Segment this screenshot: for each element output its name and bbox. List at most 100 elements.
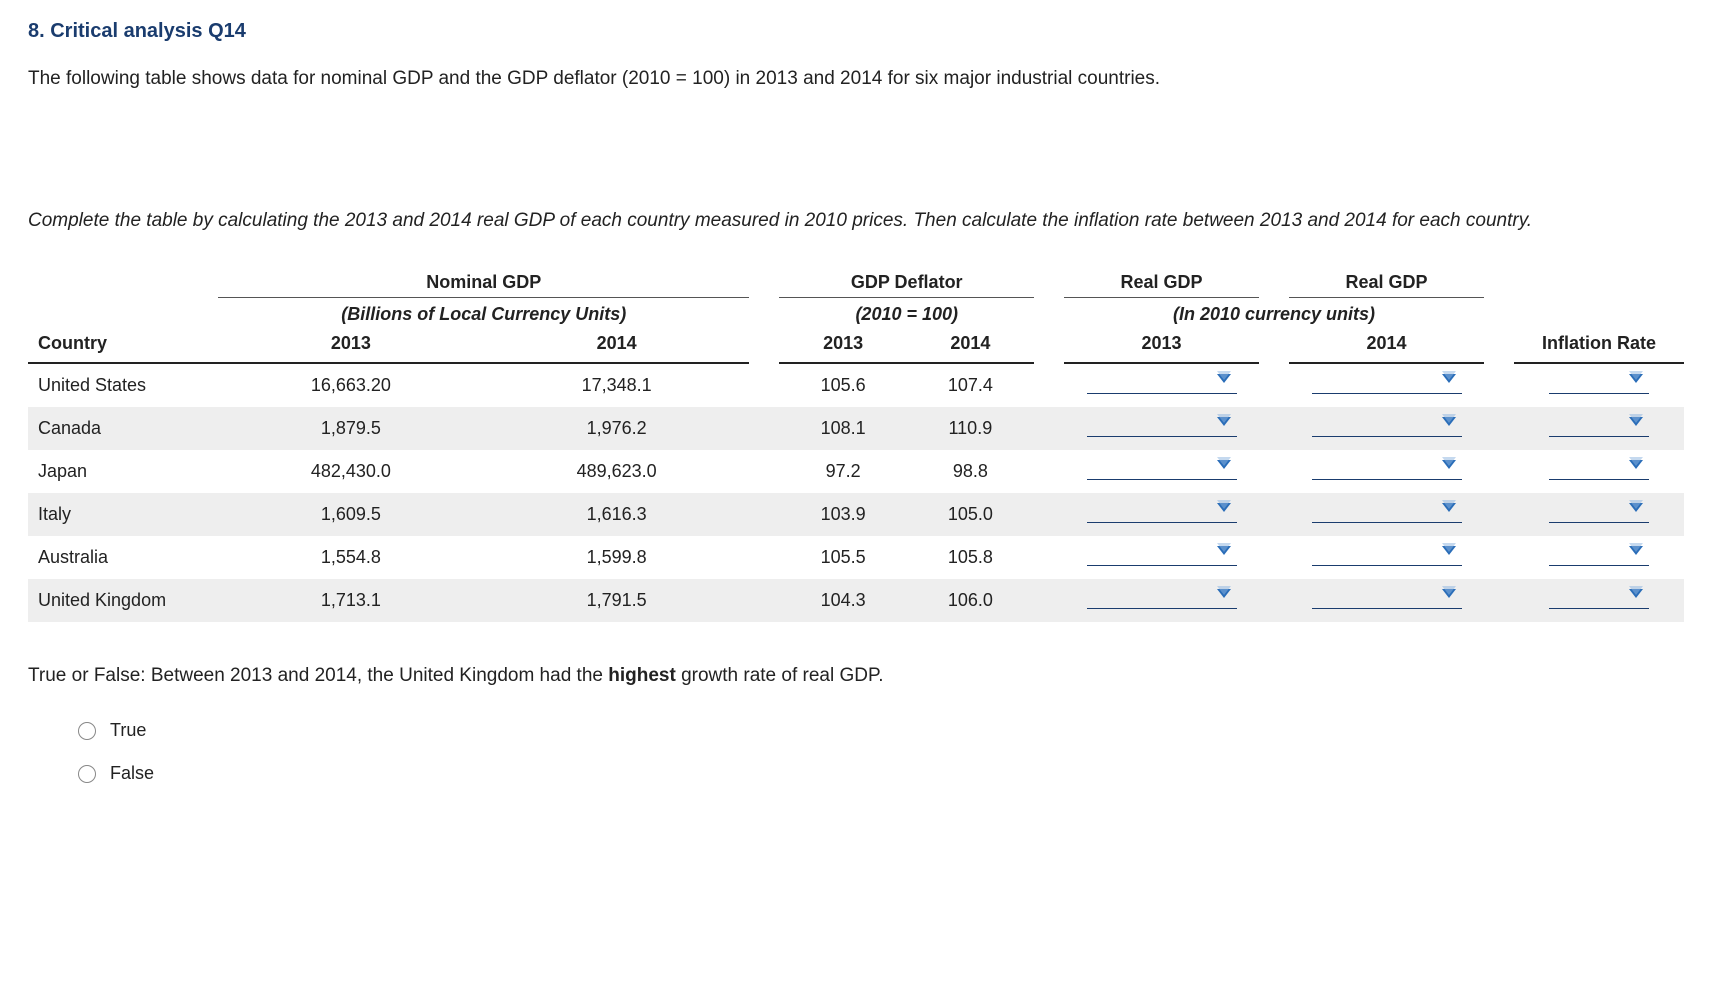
header-nom-2014: 2014 (484, 327, 750, 363)
chevron-down-icon (1442, 546, 1456, 555)
dropdown-inflation-cell (1514, 579, 1684, 622)
dropdown-real-2013[interactable] (1087, 501, 1237, 523)
dropdown-real-2014[interactable] (1312, 372, 1462, 394)
dropdown-real-2013[interactable] (1087, 415, 1237, 437)
cell-def-2013: 103.9 (779, 493, 906, 536)
header-inflation: Inflation Rate (1514, 327, 1684, 363)
radio-option-true[interactable]: True (78, 720, 1684, 741)
chevron-down-icon (1629, 374, 1643, 383)
header-nominal-gdp: Nominal GDP (218, 266, 749, 298)
cell-nom-2014: 1,599.8 (484, 536, 750, 579)
dropdown-real-2013-cell (1064, 450, 1259, 493)
dropdown-real-2013-cell (1064, 536, 1259, 579)
cell-nom-2013: 482,430.0 (218, 450, 484, 493)
cell-nom-2013: 1,609.5 (218, 493, 484, 536)
cell-def-2014: 105.8 (907, 536, 1034, 579)
header-real-2013: 2013 (1064, 327, 1259, 363)
chevron-down-icon (1629, 417, 1643, 426)
cell-country: Canada (28, 407, 218, 450)
dropdown-inflation[interactable] (1549, 544, 1649, 566)
table-row: United Kingdom1,713.11,791.5104.3106.0 (28, 579, 1684, 622)
cell-country: Australia (28, 536, 218, 579)
intro-paragraph: The following table shows data for nomin… (28, 65, 1684, 94)
gdp-table: Nominal GDP GDP Deflator Real GDP Real G… (28, 266, 1684, 622)
dropdown-real-2014[interactable] (1312, 587, 1462, 609)
chevron-down-icon (1217, 417, 1231, 426)
cell-def-2014: 105.0 (907, 493, 1034, 536)
radio-option-false[interactable]: False (78, 763, 1684, 784)
dropdown-real-2013-cell (1064, 407, 1259, 450)
dropdown-inflation[interactable] (1549, 372, 1649, 394)
dropdown-inflation[interactable] (1549, 415, 1649, 437)
dropdown-inflation-cell (1514, 407, 1684, 450)
dropdown-inflation-cell (1514, 493, 1684, 536)
header-def-2013: 2013 (779, 327, 906, 363)
cell-nom-2014: 489,623.0 (484, 450, 750, 493)
dropdown-real-2014-cell (1289, 493, 1484, 536)
table-row: Australia1,554.81,599.8105.5105.8 (28, 536, 1684, 579)
radio-circle-icon (78, 722, 96, 740)
dropdown-real-2013[interactable] (1087, 587, 1237, 609)
header-gdp-deflator: GDP Deflator (779, 266, 1034, 298)
chevron-down-icon (1217, 374, 1231, 383)
dropdown-real-2013-cell (1064, 579, 1259, 622)
chevron-down-icon (1217, 546, 1231, 555)
cell-def-2014: 98.8 (907, 450, 1034, 493)
dropdown-real-2013-cell (1064, 493, 1259, 536)
table-row: United States16,663.2017,348.1 105.6107.4 (28, 363, 1684, 407)
dropdown-real-2014[interactable] (1312, 458, 1462, 480)
header-nom-2013: 2013 (218, 327, 484, 363)
header-real-gdp-2: Real GDP (1289, 266, 1484, 298)
cell-nom-2014: 17,348.1 (484, 363, 750, 407)
chevron-down-icon (1629, 503, 1643, 512)
true-false-statement: True or False: Between 2013 and 2014, th… (28, 662, 1684, 691)
dropdown-real-2014[interactable] (1312, 544, 1462, 566)
cell-def-2013: 105.6 (779, 363, 906, 407)
dropdown-real-2013-cell (1064, 363, 1259, 407)
subheader-deflator: (2010 = 100) (779, 297, 1034, 327)
dropdown-real-2014-cell (1289, 536, 1484, 579)
cell-def-2013: 97.2 (779, 450, 906, 493)
table-row: Canada1,879.51,976.2108.1110.9 (28, 407, 1684, 450)
dropdown-real-2014-cell (1289, 450, 1484, 493)
chevron-down-icon (1442, 589, 1456, 598)
cell-def-2014: 106.0 (907, 579, 1034, 622)
chevron-down-icon (1442, 417, 1456, 426)
cell-def-2014: 110.9 (907, 407, 1034, 450)
cell-nom-2013: 1,713.1 (218, 579, 484, 622)
cell-def-2013: 108.1 (779, 407, 906, 450)
cell-nom-2014: 1,791.5 (484, 579, 750, 622)
dropdown-inflation[interactable] (1549, 458, 1649, 480)
dropdown-real-2014[interactable] (1312, 415, 1462, 437)
chevron-down-icon (1217, 503, 1231, 512)
dropdown-real-2013[interactable] (1087, 458, 1237, 480)
cell-country: Italy (28, 493, 218, 536)
dropdown-inflation[interactable] (1549, 501, 1649, 523)
header-country: Country (28, 327, 218, 363)
cell-nom-2013: 16,663.20 (218, 363, 484, 407)
header-def-2014: 2014 (907, 327, 1034, 363)
dropdown-real-2014-cell (1289, 579, 1484, 622)
chevron-down-icon (1629, 460, 1643, 469)
dropdown-real-2013[interactable] (1087, 372, 1237, 394)
chevron-down-icon (1217, 589, 1231, 598)
subheader-nominal: (Billions of Local Currency Units) (218, 297, 749, 327)
radio-label: True (110, 720, 146, 741)
header-real-gdp-1: Real GDP (1064, 266, 1259, 298)
cell-def-2014: 107.4 (907, 363, 1034, 407)
cell-country: United States (28, 363, 218, 407)
dropdown-real-2013[interactable] (1087, 544, 1237, 566)
dropdown-inflation[interactable] (1549, 587, 1649, 609)
cell-nom-2014: 1,976.2 (484, 407, 750, 450)
dropdown-real-2014[interactable] (1312, 501, 1462, 523)
chevron-down-icon (1442, 374, 1456, 383)
chevron-down-icon (1629, 589, 1643, 598)
dropdown-real-2014-cell (1289, 407, 1484, 450)
dropdown-real-2014-cell (1289, 363, 1484, 407)
cell-nom-2013: 1,554.8 (218, 536, 484, 579)
table-row: Japan482,430.0489,623.097.298.8 (28, 450, 1684, 493)
question-heading: 8. Critical analysis Q14 (28, 20, 1684, 43)
cell-nom-2014: 1,616.3 (484, 493, 750, 536)
instruction-paragraph: Complete the table by calculating the 20… (28, 204, 1684, 238)
chevron-down-icon (1442, 503, 1456, 512)
